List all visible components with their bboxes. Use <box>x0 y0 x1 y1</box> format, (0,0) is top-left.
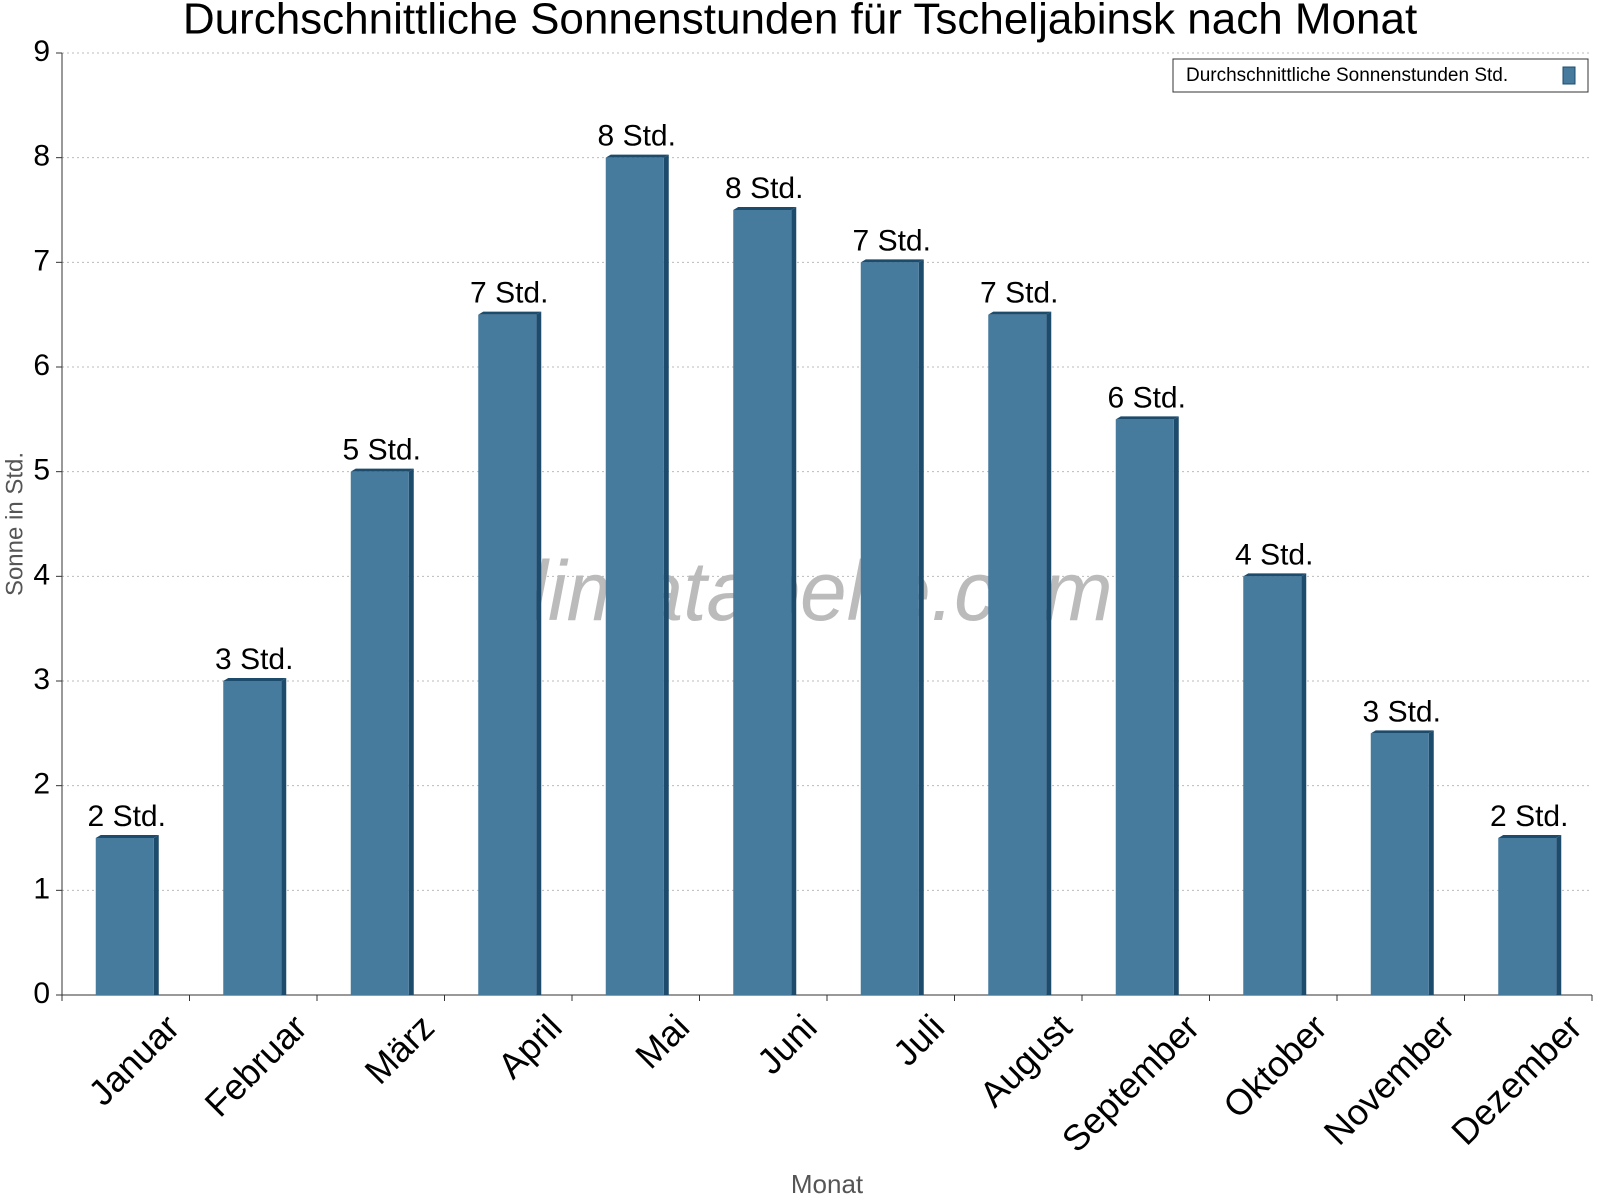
bar-side <box>663 154 669 995</box>
bar-top <box>1243 573 1307 577</box>
bar-group <box>95 835 159 995</box>
x-tick-label: Dezember <box>1443 1006 1589 1152</box>
y-tick-label: 9 <box>33 35 50 68</box>
bar-group <box>1370 730 1434 995</box>
bar <box>860 262 919 995</box>
bar-top <box>350 468 414 472</box>
bar-top <box>95 835 159 838</box>
x-axis-label: Monat <box>791 1169 864 1199</box>
bar-group <box>1115 416 1179 995</box>
bar-side <box>1556 835 1562 995</box>
data-label: 7 Std. <box>470 277 548 310</box>
bar-side <box>1428 730 1434 995</box>
bar <box>478 314 537 996</box>
y-tick-label: 2 <box>33 768 50 801</box>
data-label: 3 Std. <box>215 643 293 676</box>
bar-side <box>918 259 924 995</box>
bar-top <box>988 311 1052 315</box>
data-label: 2 Std. <box>1490 800 1568 833</box>
bar-group <box>223 678 287 995</box>
x-tick-label: Oktober <box>1215 1006 1335 1126</box>
y-tick-label: 1 <box>33 872 50 905</box>
bar-top <box>733 207 797 210</box>
bar-top <box>1370 730 1434 734</box>
bar-side <box>153 835 159 995</box>
bar-group <box>988 311 1052 996</box>
data-label: 6 Std. <box>1108 381 1186 414</box>
bar <box>1498 838 1557 995</box>
bar-group <box>733 207 797 995</box>
data-label: 7 Std. <box>853 224 931 257</box>
bar-side <box>1046 311 1052 996</box>
legend-box <box>1172 58 1589 93</box>
x-tick-label: Mai <box>627 1006 697 1076</box>
x-tick-label: August <box>971 1006 1079 1114</box>
bar-side <box>408 468 414 996</box>
x-tick-label: Februar <box>197 1006 315 1124</box>
y-axis-label: Sonne in Std. <box>1 452 28 596</box>
y-tick-label: 8 <box>33 140 50 173</box>
x-tick-label: November <box>1316 1006 1462 1152</box>
data-label: 4 Std. <box>1235 538 1313 571</box>
y-tick-label: 3 <box>33 663 50 696</box>
bar <box>733 210 792 995</box>
bar-group <box>1498 835 1562 995</box>
y-tick-label: 7 <box>33 244 50 277</box>
bar <box>1370 733 1429 995</box>
bar <box>988 314 1047 996</box>
x-tick-label: September <box>1054 1006 1208 1160</box>
legend-swatch <box>1562 66 1576 85</box>
bar <box>1115 419 1174 995</box>
bar-top <box>860 259 924 263</box>
bar <box>223 681 282 995</box>
data-label: 8 Std. <box>598 120 676 153</box>
data-label: 5 Std. <box>343 434 421 467</box>
bar <box>95 838 154 995</box>
bar-group <box>605 154 669 995</box>
y-tick-label: 4 <box>33 558 50 591</box>
data-label: 8 Std. <box>725 172 803 205</box>
bar <box>350 471 409 996</box>
bar-top <box>478 311 542 315</box>
data-label: 2 Std. <box>88 800 166 833</box>
data-label: 7 Std. <box>980 277 1058 310</box>
x-tick-label: Juni <box>749 1006 825 1082</box>
bar-top <box>1115 416 1179 420</box>
x-tick-label: Juli <box>885 1006 952 1073</box>
bar-side <box>1301 573 1307 995</box>
y-tick-label: 0 <box>33 977 50 1010</box>
bar-group <box>860 259 924 995</box>
bar-top <box>605 154 669 158</box>
bar-side <box>536 311 542 996</box>
x-tick-label: März <box>357 1006 443 1092</box>
bar-side <box>791 207 797 995</box>
bar-side <box>1173 416 1179 995</box>
bar-top <box>1498 835 1562 838</box>
bar-group <box>350 468 414 996</box>
legend-label: Durchschnittliche Sonnenstunden Std. <box>1186 65 1508 86</box>
x-tick-label: April <box>490 1006 570 1086</box>
bar <box>605 157 664 995</box>
data-label: 3 Std. <box>1363 695 1441 728</box>
y-tick-label: 5 <box>33 454 50 487</box>
bar-side <box>281 678 287 995</box>
bar <box>1243 576 1302 995</box>
x-tick-label: Januar <box>80 1006 187 1113</box>
chart-title: Durchschnittliche Sonnenstunden für Tsch… <box>183 0 1417 44</box>
bar-group <box>1243 573 1307 995</box>
y-tick-label: 6 <box>33 349 50 382</box>
bar-group <box>478 311 542 996</box>
bar-top <box>223 678 287 681</box>
